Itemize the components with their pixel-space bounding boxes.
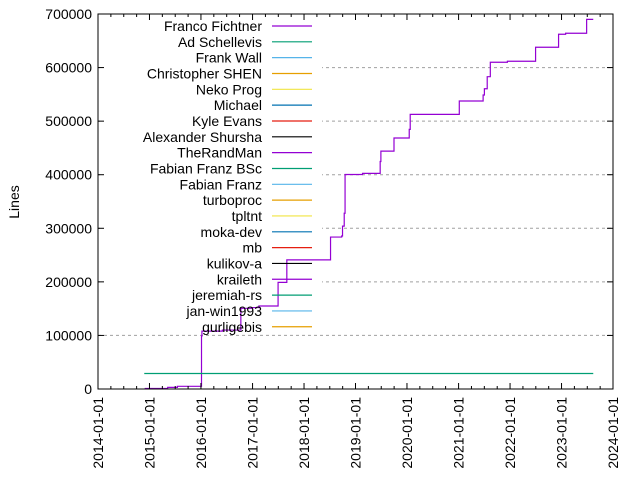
legend-label: Michael	[214, 97, 262, 113]
legend-label: jeremiah-rs	[191, 287, 262, 303]
x-tick-label: 2015-01-01	[141, 397, 157, 469]
legend-background	[100, 15, 322, 320]
legend-label: Ad Schellevis	[178, 34, 262, 50]
legend-label: Kyle Evans	[192, 113, 262, 129]
legend-label: Fabian Franz BSc	[150, 160, 262, 176]
legend-label: Neko Prog	[196, 81, 262, 97]
x-tick-label: 2023-01-01	[554, 397, 570, 469]
y-tick-label: 100000	[45, 327, 92, 343]
x-tick-label: 2017-01-01	[245, 397, 261, 469]
legend-label: Fabian Franz	[180, 176, 262, 192]
x-tick-label: 2018-01-01	[296, 397, 312, 469]
legend-label: gurligebis	[202, 319, 262, 335]
legend-label: tpltnt	[232, 208, 262, 224]
legend-label: TheRandMan	[177, 145, 262, 161]
x-tick-label: 2016-01-01	[193, 397, 209, 469]
x-tick-label: 2014-01-01	[90, 397, 106, 469]
series-layer	[144, 18, 594, 390]
legend-label: Alexander Shursha	[143, 129, 262, 145]
x-tick-label: 2019-01-01	[348, 397, 364, 469]
x-tick-label: 2021-01-01	[451, 397, 467, 469]
legend-label: kulikov-a	[207, 255, 262, 271]
legend-label: Frank Wall	[196, 50, 262, 66]
legend-label: moka-dev	[201, 224, 262, 240]
x-tick-label: 2022-01-01	[502, 397, 518, 469]
legend-label: Franco Fichtner	[164, 18, 262, 34]
legend-label: kraileth	[217, 271, 262, 287]
y-tick-label: 500000	[45, 113, 92, 129]
y-tick-label: 200000	[45, 274, 92, 290]
y-tick-label: 600000	[45, 60, 92, 76]
y-axis-label: Lines	[6, 185, 22, 218]
legend-label: mb	[243, 240, 263, 256]
y-tick-label: 400000	[45, 167, 92, 183]
y-tick-label: 300000	[45, 220, 92, 236]
axes: 0 100000 200000 300000 400000 500000 600000 700…	[45, 6, 621, 469]
legend-label: turboproc	[203, 192, 262, 208]
legend-label: Christopher SHEN	[147, 65, 262, 81]
series-line-franco-fichtner	[144, 18, 594, 390]
y-tick-label: 0	[84, 381, 92, 397]
legend-label: jan-win1993	[186, 303, 263, 319]
x-tick-label: 2024-01-01	[605, 397, 621, 469]
y-tick-label: 700000	[45, 6, 92, 22]
x-tick-label: 2020-01-01	[399, 397, 415, 469]
